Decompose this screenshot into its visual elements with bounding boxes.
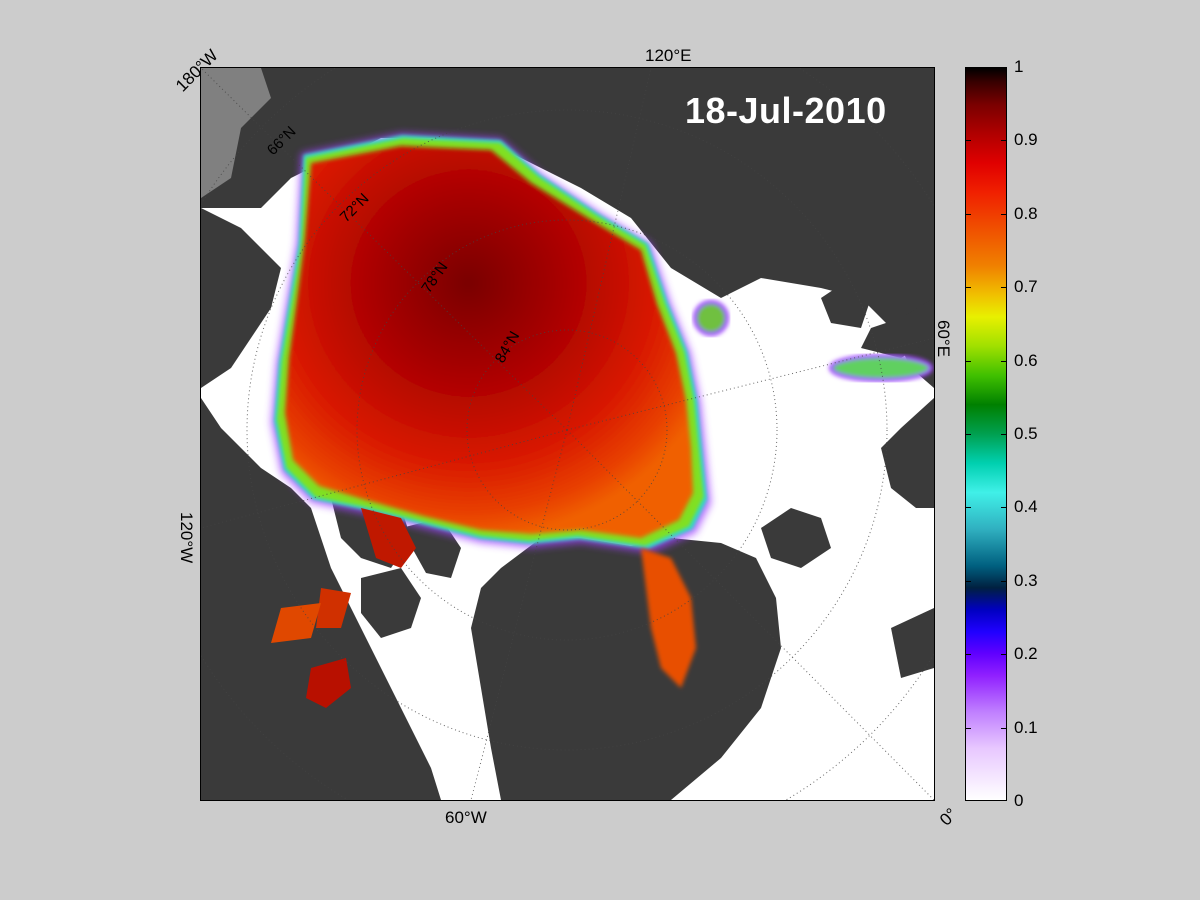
ice-pack [285,146,693,538]
graticule [201,68,934,800]
colorbar-tick-mark [1001,434,1007,435]
colorbar-tick-mark [965,507,971,509]
barents-ice [693,300,729,336]
colorbar-tick-mark [1001,507,1007,509]
colorbar-tick-mark [965,434,971,435]
colorbar-tick-mark [1001,654,1007,656]
sea-ice-map: 66°N 72°N 78°N 84°N [200,67,935,801]
colorbar-tick-mark [1001,580,1007,582]
kara-ice [829,354,933,382]
colorbar-tick-mark [965,140,971,142]
colorbar-tick-mark [965,287,971,289]
archipelago-ice [271,508,416,708]
colorbar-tick-label: 0.1 [1014,717,1038,737]
colorbar-tick-label: 0.2 [1014,644,1038,664]
colorbar-tick-mark [1001,287,1007,289]
colorbar-tick-label: 0.4 [1014,497,1038,517]
fram-ice [641,548,696,688]
colorbar-tick-mark [1001,727,1007,729]
colorbar-tick-label: 1 [1014,57,1024,76]
colorbar-tick-label: 0.7 [1014,277,1038,297]
colorbar-tick-label: 0 [1014,791,1024,810]
map-svg: 66°N 72°N 78°N 84°N [201,68,934,800]
lon-label-120e: 120°E [645,46,692,65]
colorbar-tick-mark [965,727,971,729]
lon-label-60e: 60°E [934,320,953,358]
colorbar-tick-mark [965,580,971,582]
colorbar-tick-mark [965,213,971,215]
missing-data [201,68,271,198]
colorbar [965,67,1007,801]
colorbar-tick-mark [965,654,971,656]
colorbar-tick-mark [1001,213,1007,215]
colorbar-tick-label: 0.9 [1014,130,1038,150]
colorbar-tick-label: 0.8 [1014,203,1038,223]
colorbar-tick-label: 0.6 [1014,350,1038,370]
lon-label-60w: 60°W [445,808,487,827]
colorbar-tick-mark [965,360,971,362]
lon-label-0: 0° [936,804,961,830]
colorbar-tick-label: 0.3 [1014,570,1038,590]
colorbar-tick-label: 0.5 [1014,424,1038,443]
colorbar-tick-mark [1001,360,1007,362]
colorbar-tick-mark [1001,140,1007,142]
lon-label-120w: 120°W [177,512,196,564]
date-label: 18-Jul-2010 [685,90,887,131]
